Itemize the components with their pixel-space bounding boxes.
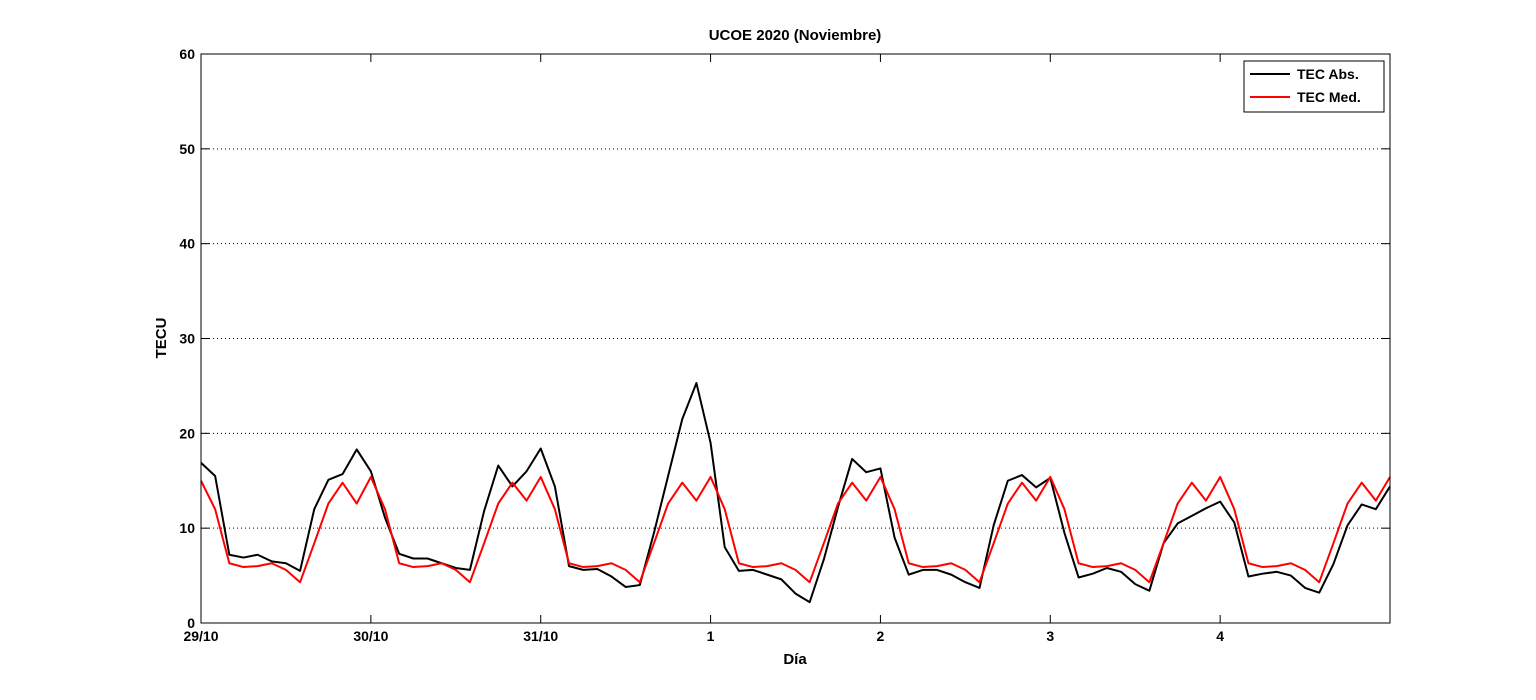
- legend: TEC Abs. TEC Med.: [1243, 60, 1385, 113]
- series-line-tec-abs: [200, 382, 1391, 604]
- legend-label-tec-med: TEC Med.: [1297, 89, 1361, 105]
- chart-title: UCOE 2020 (Noviembre): [709, 27, 882, 44]
- axis-tick-labels: 0 10 20 30 40 50 60 29/10 30/10 31/10 1 2 3 4: [179, 46, 1224, 644]
- plot-area: [201, 54, 1390, 623]
- series-layer: [200, 382, 1391, 604]
- y-tick-label: 50: [179, 141, 195, 157]
- y-tick-label: 10: [179, 520, 195, 536]
- legend-box: [1243, 60, 1385, 113]
- x-tick-label: 3: [1046, 628, 1054, 644]
- x-tick-label: 29/10: [183, 628, 218, 644]
- y-tick-label: 20: [179, 425, 195, 441]
- x-tick-label: 30/10: [353, 628, 388, 644]
- y-tick-label: 60: [179, 46, 195, 62]
- y-tick-label: 30: [179, 331, 195, 347]
- y-tick-label: 0: [187, 615, 195, 631]
- x-tick-label: 2: [877, 628, 885, 644]
- x-tick-label: 1: [707, 628, 715, 644]
- series-line-tec-med: [200, 475, 1391, 584]
- legend-label-tec-abs: TEC Abs.: [1297, 66, 1359, 82]
- y-axis-label: TECU: [153, 318, 170, 359]
- x-axis-label: Día: [783, 651, 807, 668]
- axis-ticks: [200, 53, 1390, 624]
- y-tick-label: 40: [179, 236, 195, 252]
- x-tick-label: 31/10: [523, 628, 558, 644]
- x-tick-label: 4: [1216, 628, 1224, 644]
